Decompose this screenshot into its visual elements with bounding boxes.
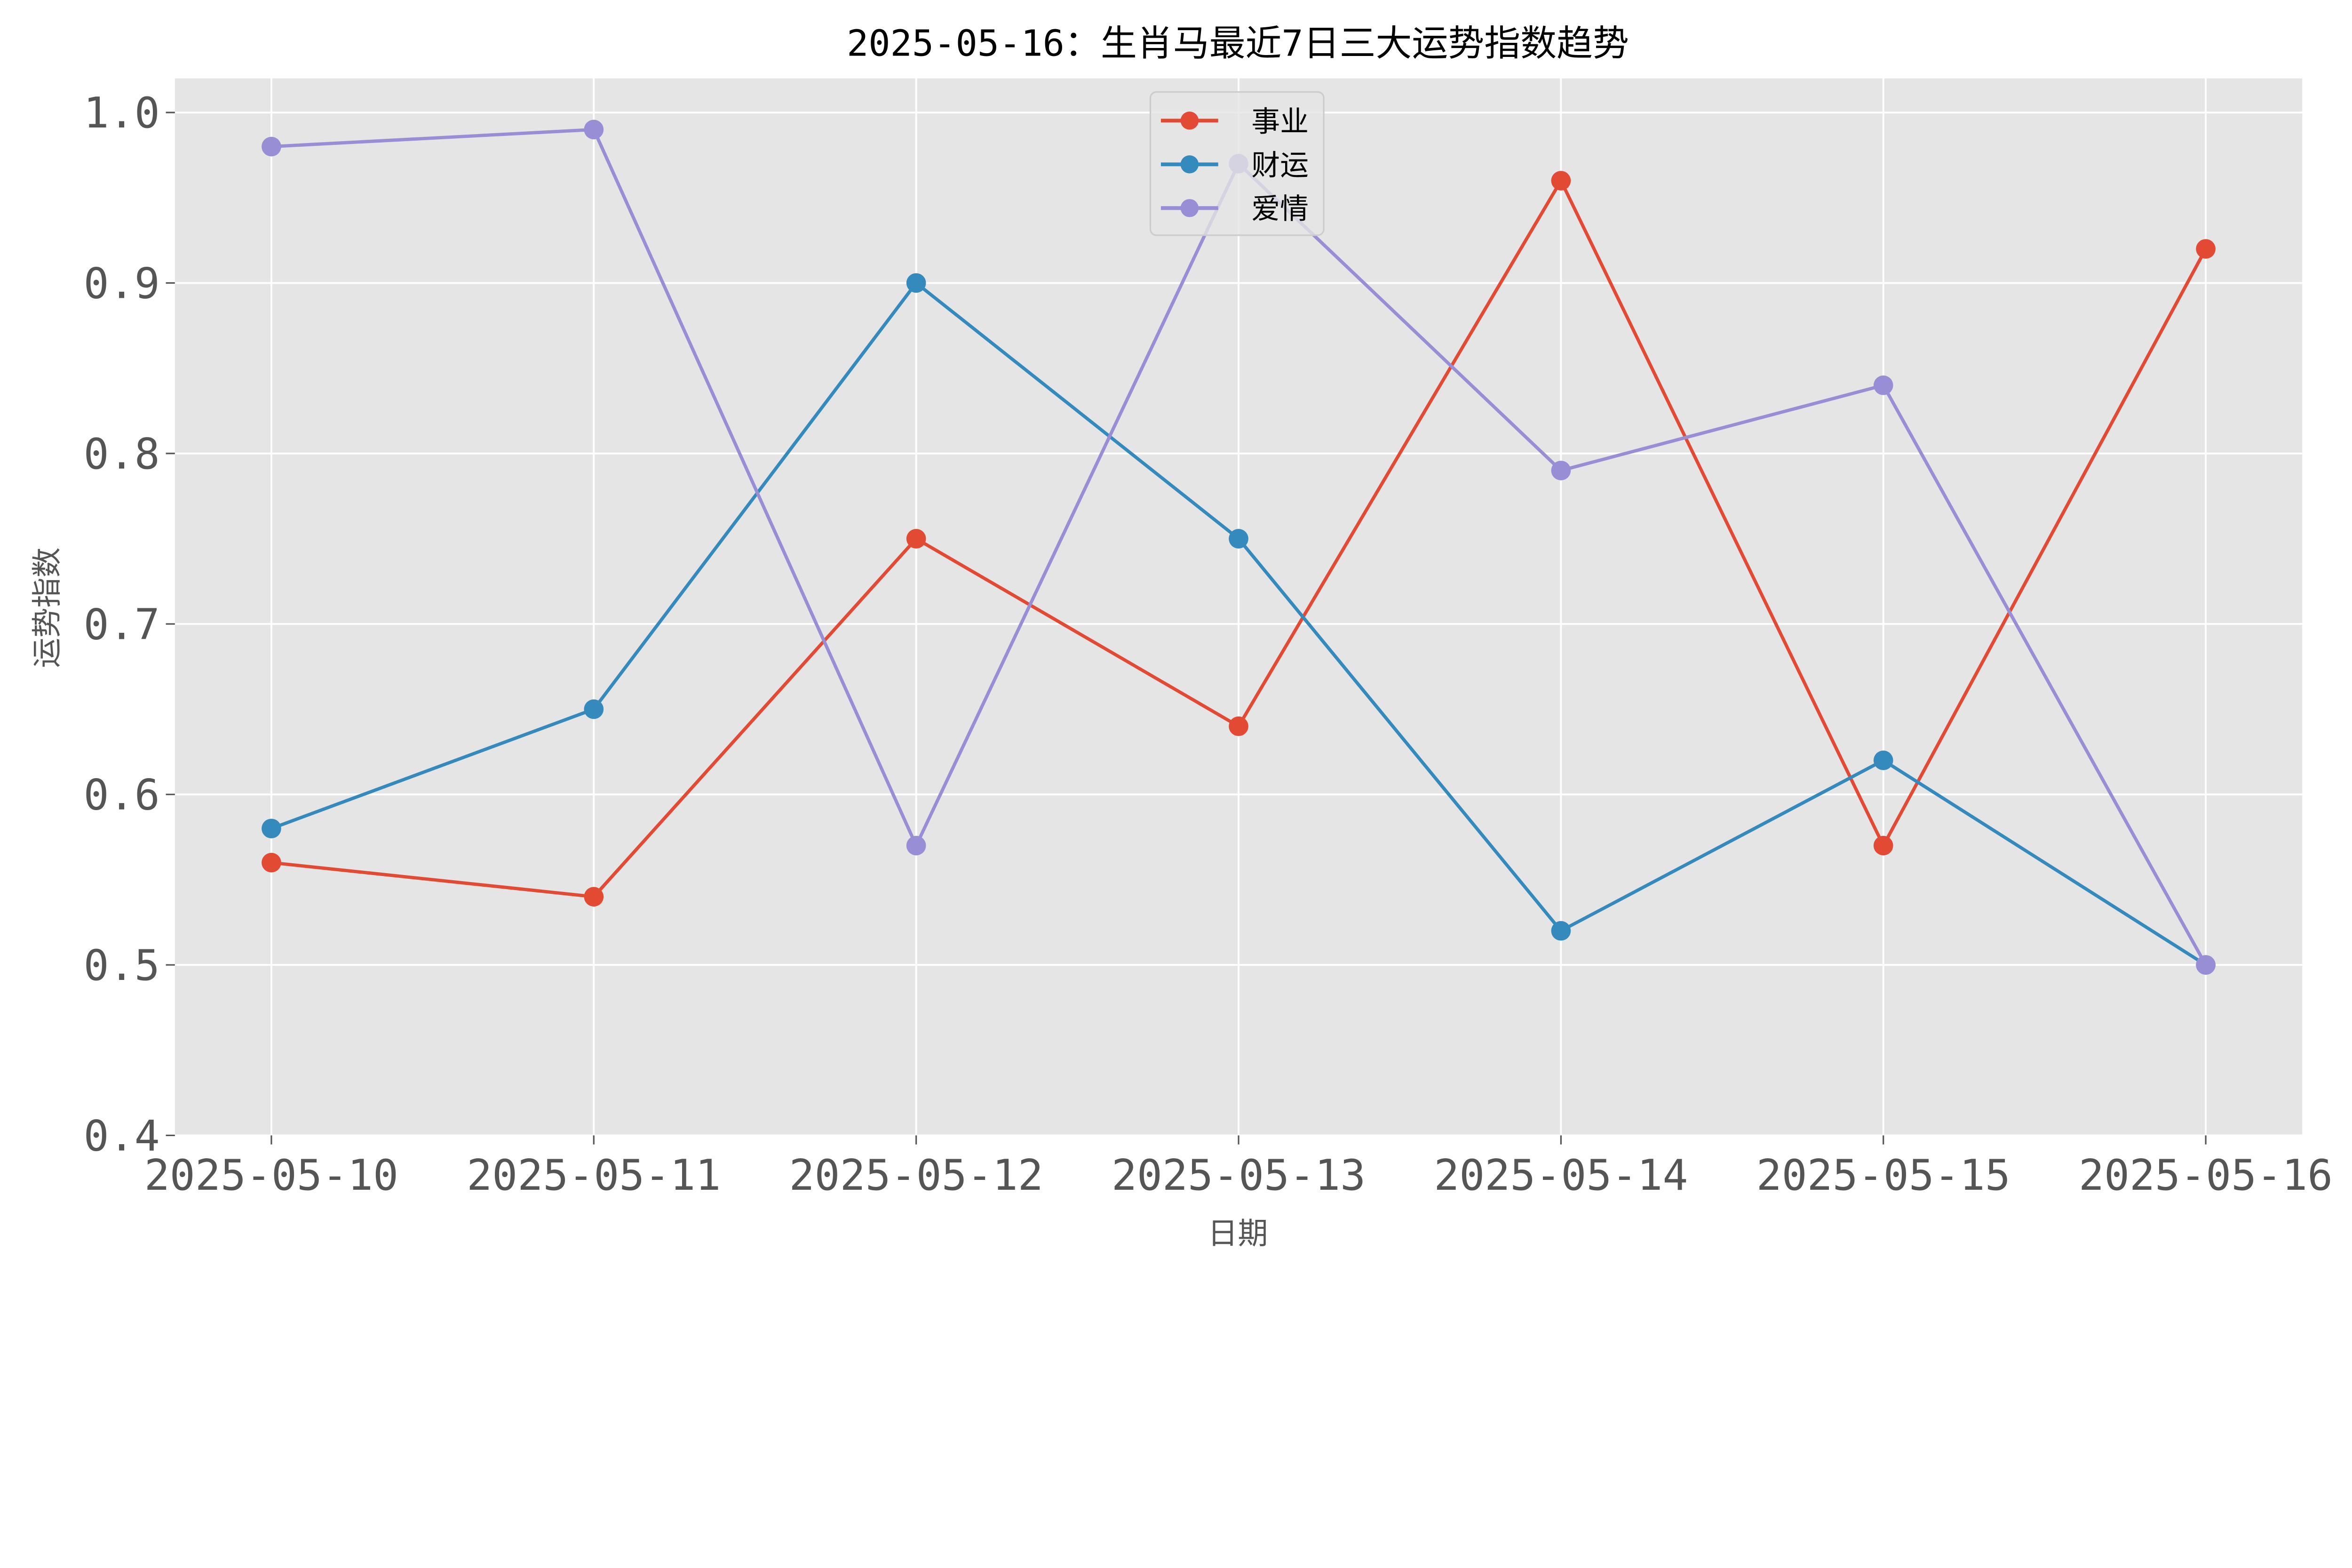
legend-marker xyxy=(1180,155,1199,174)
data-point xyxy=(262,136,281,157)
x-tick-label: 2025-05-11 xyxy=(467,1151,721,1200)
y-tick-label: 0.4 xyxy=(84,1112,160,1161)
legend-marker xyxy=(1180,111,1199,130)
y-tick-label: 0.8 xyxy=(84,430,160,479)
y-tick-label: 0.6 xyxy=(84,771,160,820)
x-tick-label: 2025-05-14 xyxy=(1434,1151,1688,1200)
data-point xyxy=(584,119,604,140)
x-tick-label: 2025-05-16 xyxy=(2079,1151,2333,1200)
data-point xyxy=(262,852,281,873)
data-point xyxy=(1229,716,1248,736)
data-point xyxy=(1551,171,1571,191)
data-point xyxy=(584,887,604,907)
data-point xyxy=(584,699,604,719)
axes: 0.4 0.5 0.6 0.7 0.8 0.9 1.0 2025-05-10 2025-05-1… xyxy=(84,89,2333,1200)
y-tick-label: 1.0 xyxy=(84,89,160,138)
data-point xyxy=(1873,750,1893,771)
y-tick-label: 0.9 xyxy=(84,260,160,309)
legend-marker xyxy=(1180,199,1199,217)
data-point xyxy=(2196,239,2216,259)
series-事业 xyxy=(262,171,2216,907)
data-point xyxy=(906,529,926,549)
data-point xyxy=(1873,836,1893,856)
x-tick-label: 2025-05-13 xyxy=(1112,1151,1366,1200)
data-point xyxy=(906,273,926,293)
x-tick-label: 2025-05-12 xyxy=(789,1151,1043,1200)
data-point xyxy=(1551,921,1571,941)
data-point xyxy=(1873,375,1893,395)
data-point xyxy=(2196,955,2216,975)
legend-label: 财运 xyxy=(1251,149,1309,182)
y-tick-label: 0.5 xyxy=(84,941,160,990)
y-tick-label: 0.7 xyxy=(84,600,160,649)
grid xyxy=(175,78,2303,1137)
chart-title: 2025-05-16：生肖马最近7日三大运势指数趋势 xyxy=(847,23,1629,65)
legend-label: 事业 xyxy=(1251,105,1309,138)
legend-label: 爱情 xyxy=(1251,192,1309,226)
line-chart: 0.4 0.5 0.6 0.7 0.8 0.9 1.0 2025-05-10 2025-05-1… xyxy=(30,23,2333,1252)
y-axis-label: 运势指数 xyxy=(30,547,65,668)
data-point xyxy=(1229,529,1248,549)
data-point xyxy=(1551,461,1571,480)
x-axis-label: 日期 xyxy=(1208,1217,1268,1251)
data-point xyxy=(262,819,281,838)
data-point xyxy=(906,836,926,856)
series-group xyxy=(262,119,2216,975)
x-tick-label: 2025-05-10 xyxy=(144,1151,398,1200)
x-tick-label: 2025-05-15 xyxy=(1756,1151,2010,1200)
